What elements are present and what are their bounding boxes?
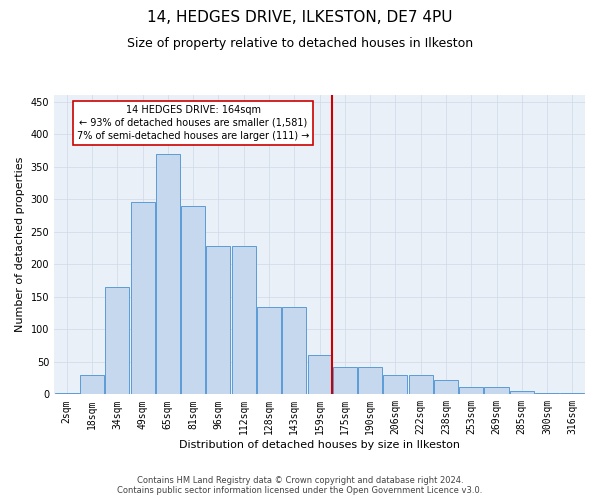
Bar [535,393,559,394]
X-axis label: Distribution of detached houses by size in Ilkeston: Distribution of detached houses by size … [179,440,460,450]
Bar [131,202,155,394]
Bar [434,380,458,394]
Bar [383,375,407,394]
Bar [55,393,79,394]
Bar [459,386,483,394]
Y-axis label: Number of detached properties: Number of detached properties [15,157,25,332]
Bar [358,367,382,394]
Bar [560,393,584,394]
Text: Contains HM Land Registry data © Crown copyright and database right 2024.
Contai: Contains HM Land Registry data © Crown c… [118,476,482,495]
Bar [308,356,332,395]
Bar [510,391,534,394]
Bar [232,246,256,394]
Text: 14, HEDGES DRIVE, ILKESTON, DE7 4PU: 14, HEDGES DRIVE, ILKESTON, DE7 4PU [147,10,453,25]
Bar [333,367,357,394]
Bar [80,375,104,394]
Bar [484,386,509,394]
Bar [257,307,281,394]
Bar [206,246,230,394]
Text: Size of property relative to detached houses in Ilkeston: Size of property relative to detached ho… [127,38,473,51]
Text: 14 HEDGES DRIVE: 164sqm
← 93% of detached houses are smaller (1,581)
7% of semi-: 14 HEDGES DRIVE: 164sqm ← 93% of detache… [77,105,309,141]
Bar [282,307,306,394]
Bar [409,375,433,394]
Bar [105,287,129,395]
Bar [156,154,180,394]
Bar [181,206,205,394]
